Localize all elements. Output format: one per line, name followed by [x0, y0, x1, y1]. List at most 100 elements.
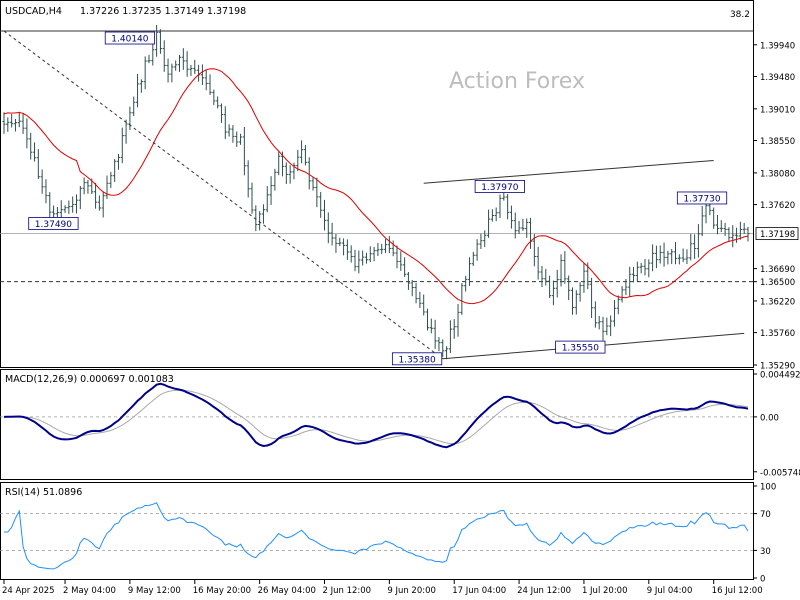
ohlc-bar [307, 157, 311, 190]
ohlc-bar [158, 29, 163, 54]
svg-text:9 May 12:00: 9 May 12:00 [128, 586, 181, 596]
ohlc-bar [582, 262, 586, 293]
ohlc-bar [151, 43, 155, 66]
price-annotation-label: 1.35550 [555, 340, 606, 354]
ohlc-bar [483, 230, 487, 248]
ohlc-bar [174, 60, 178, 71]
ohlc-bar [132, 96, 136, 117]
ohlc-bar [742, 222, 746, 234]
svg-text:-0.005748: -0.005748 [760, 468, 800, 478]
ohlc-bar [29, 132, 33, 160]
ohlc-bar [425, 308, 430, 331]
svg-text:70: 70 [760, 510, 771, 520]
svg-text:1.39480: 1.39480 [760, 73, 795, 83]
rsi-layer [0, 502, 753, 570]
ohlc-bar [433, 319, 437, 349]
ohlc-bar [258, 211, 262, 231]
svg-text:26 May 04:00: 26 May 04:00 [258, 586, 316, 596]
svg-text:1.37620: 1.37620 [760, 201, 795, 211]
macd-y-tick: 0.004492 [753, 370, 800, 380]
ohlc-bar [620, 286, 624, 303]
svg-text:0.00: 0.00 [760, 413, 779, 423]
price-y-tick: 1.38550 [753, 137, 795, 147]
ohlc-bar [250, 182, 254, 214]
ohlc-bar [292, 162, 296, 180]
svg-text:1.40140: 1.40140 [111, 35, 148, 45]
ohlc-bar [506, 193, 510, 220]
x-tick-label: 26 May 04:00 [258, 580, 316, 596]
ohlc-bar [452, 319, 456, 339]
ohlc-bar [166, 58, 170, 83]
ohlc-bar [326, 212, 330, 244]
ohlc-bar [536, 246, 540, 280]
ohlc-bar [422, 294, 426, 316]
ohlc-bar [513, 212, 517, 239]
ohlc-bar [71, 196, 75, 213]
svg-text:1.35290: 1.35290 [760, 362, 795, 372]
price-y-tick: 1.37198 [755, 227, 799, 240]
ohlc-bar [429, 318, 433, 334]
rsi-header: RSI(14) 51.0896 [5, 487, 82, 498]
ohlc-bar [231, 125, 235, 143]
ohlc-bar [467, 257, 472, 286]
ohlc-bar [120, 127, 124, 164]
x-tick-label: 9 May 12:00 [128, 580, 181, 596]
ohlc-bar [563, 251, 567, 284]
svg-text:1.37198: 1.37198 [760, 230, 795, 240]
ohlc-bar [303, 145, 308, 166]
ohlc-bar [521, 218, 525, 231]
svg-text:1.37970: 1.37970 [481, 183, 518, 193]
ohlc-bar [93, 182, 98, 209]
ohlc-bar [715, 214, 720, 235]
ohlc-bar [322, 199, 327, 231]
ohlc-bar [589, 277, 594, 319]
ohlc-bar [418, 291, 422, 308]
ohlc-bar [456, 303, 460, 337]
ohlc-bar [578, 282, 582, 302]
svg-text:1.38550: 1.38550 [760, 137, 795, 147]
ohlc-bar [624, 279, 628, 296]
ohlc-bar [78, 186, 82, 210]
price-y-tick: 1.35760 [753, 329, 795, 339]
ohlc-bar [387, 236, 391, 254]
ohlc-bar [246, 160, 250, 198]
ohlc-bar [97, 195, 101, 211]
ohlc-bar [532, 233, 536, 267]
ohlc-bar [67, 200, 71, 214]
svg-text:2 May 04:00: 2 May 04:00 [63, 586, 116, 596]
macd-y-tick: -0.005748 [753, 468, 800, 478]
ohlc-bar [719, 220, 723, 233]
ohlc-bar [338, 237, 342, 246]
svg-text:0: 0 [760, 575, 765, 585]
ohlc-bar [109, 171, 113, 188]
ohlc-bar [223, 106, 227, 140]
svg-text:1.37490: 1.37490 [35, 220, 72, 230]
macd-header: MACD(12,26,9) 0.000697 0.001083 [5, 374, 174, 385]
price-annotation-label: 1.37490 [28, 217, 79, 230]
ohlc-bar [612, 300, 617, 327]
ohlc-bar [498, 194, 502, 219]
ohlc-bar [330, 222, 334, 246]
ohlc-bar [380, 243, 384, 255]
ohlc-bar [486, 209, 491, 238]
ohlc-bar [639, 262, 643, 274]
ohlc-bar [59, 200, 63, 219]
macd-signal-line [4, 389, 749, 445]
ohlc-bar [181, 48, 185, 70]
ohlc-bar [383, 238, 388, 254]
ohlc-bar [265, 186, 269, 213]
ohlc-bar [685, 249, 689, 265]
ohlc-bar [734, 227, 739, 243]
ohlc-bar [212, 89, 216, 106]
ohlc-bar [25, 118, 29, 149]
ohlc-bar [689, 233, 693, 261]
svg-text:1.35380: 1.35380 [398, 355, 435, 365]
ohlc-bar [460, 283, 464, 315]
ohlc-bar [254, 205, 258, 232]
ohlc-bar [288, 165, 292, 184]
ohlc-bar [139, 79, 143, 93]
ohlc-bar [21, 113, 25, 135]
x-tick-label: 9 Jul 04:00 [647, 580, 692, 596]
svg-text:2 Jun 12:00: 2 Jun 12:00 [322, 586, 371, 596]
svg-text:16 Jul 12:00: 16 Jul 12:00 [712, 586, 763, 596]
